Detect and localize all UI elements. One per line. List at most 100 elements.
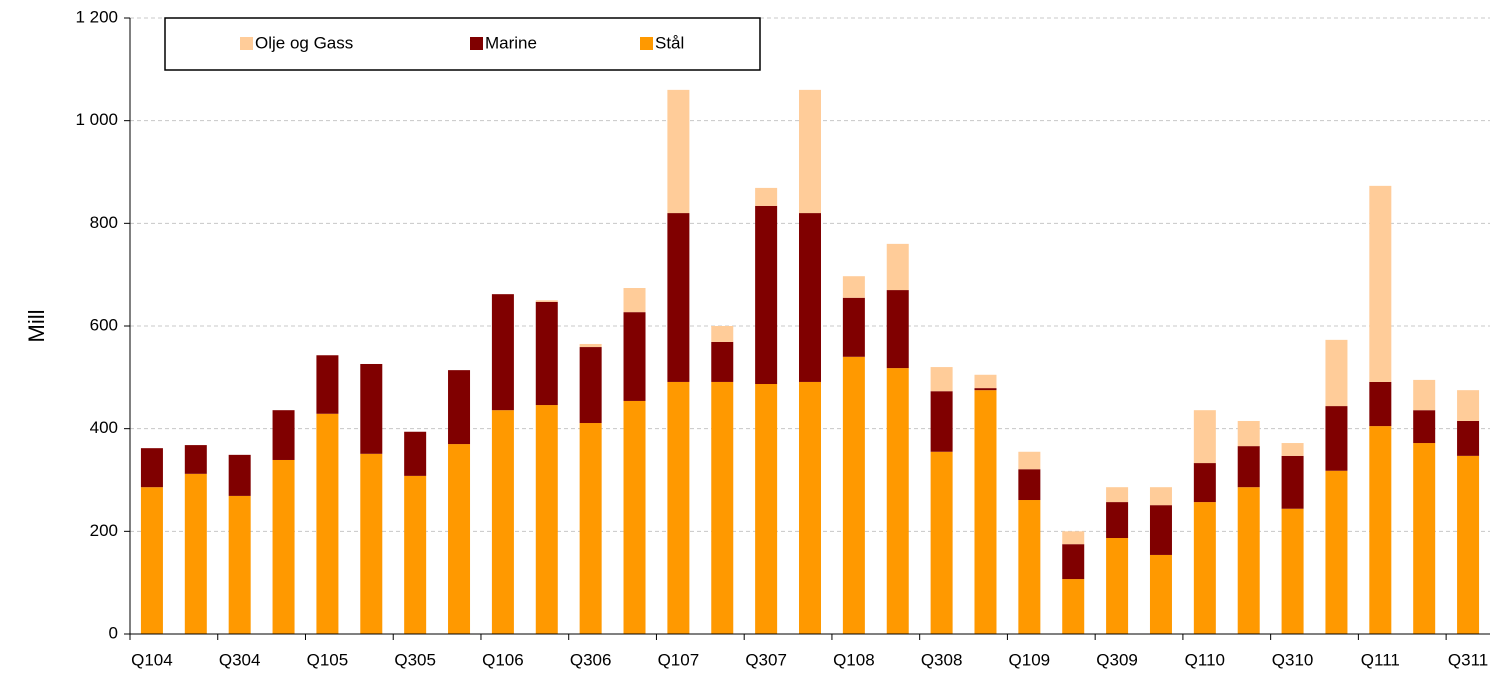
- bar-segment: [755, 384, 778, 634]
- bar-segment: [1369, 185, 1392, 382]
- bar-segment: [184, 445, 207, 474]
- bar-segment: [1325, 470, 1348, 634]
- y-axis-label: Mill: [24, 310, 49, 343]
- x-tick-label: Q104: [131, 650, 173, 669]
- x-tick-label: Q308: [921, 650, 963, 669]
- bar-segment: [842, 356, 865, 634]
- bar-segment: [623, 288, 646, 313]
- bar-segment: [1193, 463, 1216, 503]
- bar-segment: [1149, 505, 1172, 555]
- x-tick-label: Q109: [1009, 650, 1051, 669]
- bar-segment: [491, 410, 514, 634]
- bar-segment: [316, 413, 339, 634]
- bar-segment: [1369, 426, 1392, 634]
- legend-swatch: [640, 37, 653, 50]
- bar-segment: [1413, 410, 1436, 444]
- bar-segment: [886, 290, 909, 369]
- bar-segment: [228, 454, 251, 496]
- bar-segment: [272, 459, 295, 634]
- bar-segment: [1325, 406, 1348, 471]
- bar-segment: [360, 453, 383, 634]
- bar-segment: [1106, 502, 1129, 539]
- bar-segment: [1062, 531, 1085, 545]
- y-tick-label: 400: [90, 418, 118, 437]
- legend-box: [164, 17, 761, 71]
- y-tick-label: 800: [90, 213, 118, 232]
- bar-segment: [842, 297, 865, 357]
- bar-segment: [1413, 379, 1436, 411]
- bar-segment: [1062, 579, 1085, 634]
- bar-segment: [1281, 443, 1304, 456]
- bar-segment: [535, 301, 558, 406]
- bar-segment: [491, 294, 514, 411]
- legend-label: Stål: [655, 33, 684, 52]
- bar-segment: [799, 381, 821, 634]
- bar-segment: [140, 448, 163, 488]
- bar-segment: [316, 355, 339, 414]
- bar-segment: [579, 423, 602, 634]
- y-tick-label: 600: [90, 315, 118, 334]
- bar-segment: [711, 326, 734, 342]
- bar-segment: [755, 205, 778, 385]
- bar-segment: [1106, 538, 1129, 634]
- bar-segment: [1149, 554, 1172, 634]
- x-tick-label: Q105: [307, 650, 349, 669]
- bar-segment: [579, 347, 602, 424]
- bar-segment: [886, 243, 909, 291]
- bar-segment: [974, 374, 997, 389]
- y-tick-label: 1 200: [75, 7, 118, 26]
- x-tick-label: Q110: [1185, 650, 1225, 669]
- y-tick-label: 200: [90, 521, 118, 540]
- bar-segment: [1457, 390, 1480, 421]
- bar-segment: [404, 475, 427, 634]
- bar-segment: [1457, 455, 1480, 634]
- x-tick-label: Q304: [219, 650, 261, 669]
- bar-segment: [1281, 508, 1304, 634]
- legend-swatch: [470, 37, 483, 50]
- bar-segment: [799, 89, 821, 214]
- x-tick-label: Q107: [658, 650, 700, 669]
- x-tick-label: Q307: [745, 650, 787, 669]
- bar-segment: [799, 213, 821, 382]
- bar-segment: [1018, 469, 1041, 501]
- bar-segment: [1325, 339, 1348, 407]
- bar-segment: [1369, 381, 1392, 427]
- x-tick-label: Q306: [570, 650, 612, 669]
- bar-segment: [448, 370, 471, 445]
- x-tick-label: Q108: [833, 650, 875, 669]
- bar-segment: [404, 431, 427, 476]
- bar-segment: [1281, 455, 1304, 509]
- bar-segment: [755, 187, 778, 206]
- bar-segment: [448, 444, 471, 634]
- bar-segment: [930, 451, 953, 634]
- legend-swatch: [240, 37, 253, 50]
- bar-segment: [360, 363, 383, 454]
- x-tick-label: Q106: [482, 650, 524, 669]
- bar-segment: [667, 381, 690, 634]
- bar-segment: [1237, 420, 1260, 447]
- bar-segment: [711, 341, 734, 382]
- x-tick-label: Q305: [394, 650, 436, 669]
- bar-segment: [1457, 420, 1480, 456]
- bar-segment: [535, 300, 558, 302]
- x-tick-label: Q111: [1361, 650, 1400, 669]
- bar-segment: [974, 388, 997, 391]
- bar-segment: [974, 390, 997, 634]
- bar-segment: [1018, 451, 1041, 470]
- bar-segment: [930, 367, 953, 392]
- bar-segment: [1193, 502, 1216, 634]
- bar-segment: [140, 487, 163, 634]
- bar-segment: [272, 410, 295, 460]
- bar-segment: [623, 312, 646, 401]
- y-tick-label: 0: [109, 623, 118, 642]
- bar-segment: [1237, 487, 1260, 634]
- bar-segment: [1149, 487, 1172, 506]
- bar-segment: [1106, 487, 1129, 503]
- x-tick-label: Q311: [1448, 650, 1488, 669]
- bar-segment: [842, 276, 865, 298]
- bar-segment: [1193, 410, 1216, 464]
- legend-label: Marine: [485, 33, 537, 52]
- bar-segment: [623, 400, 646, 634]
- bar-segment: [1062, 544, 1085, 580]
